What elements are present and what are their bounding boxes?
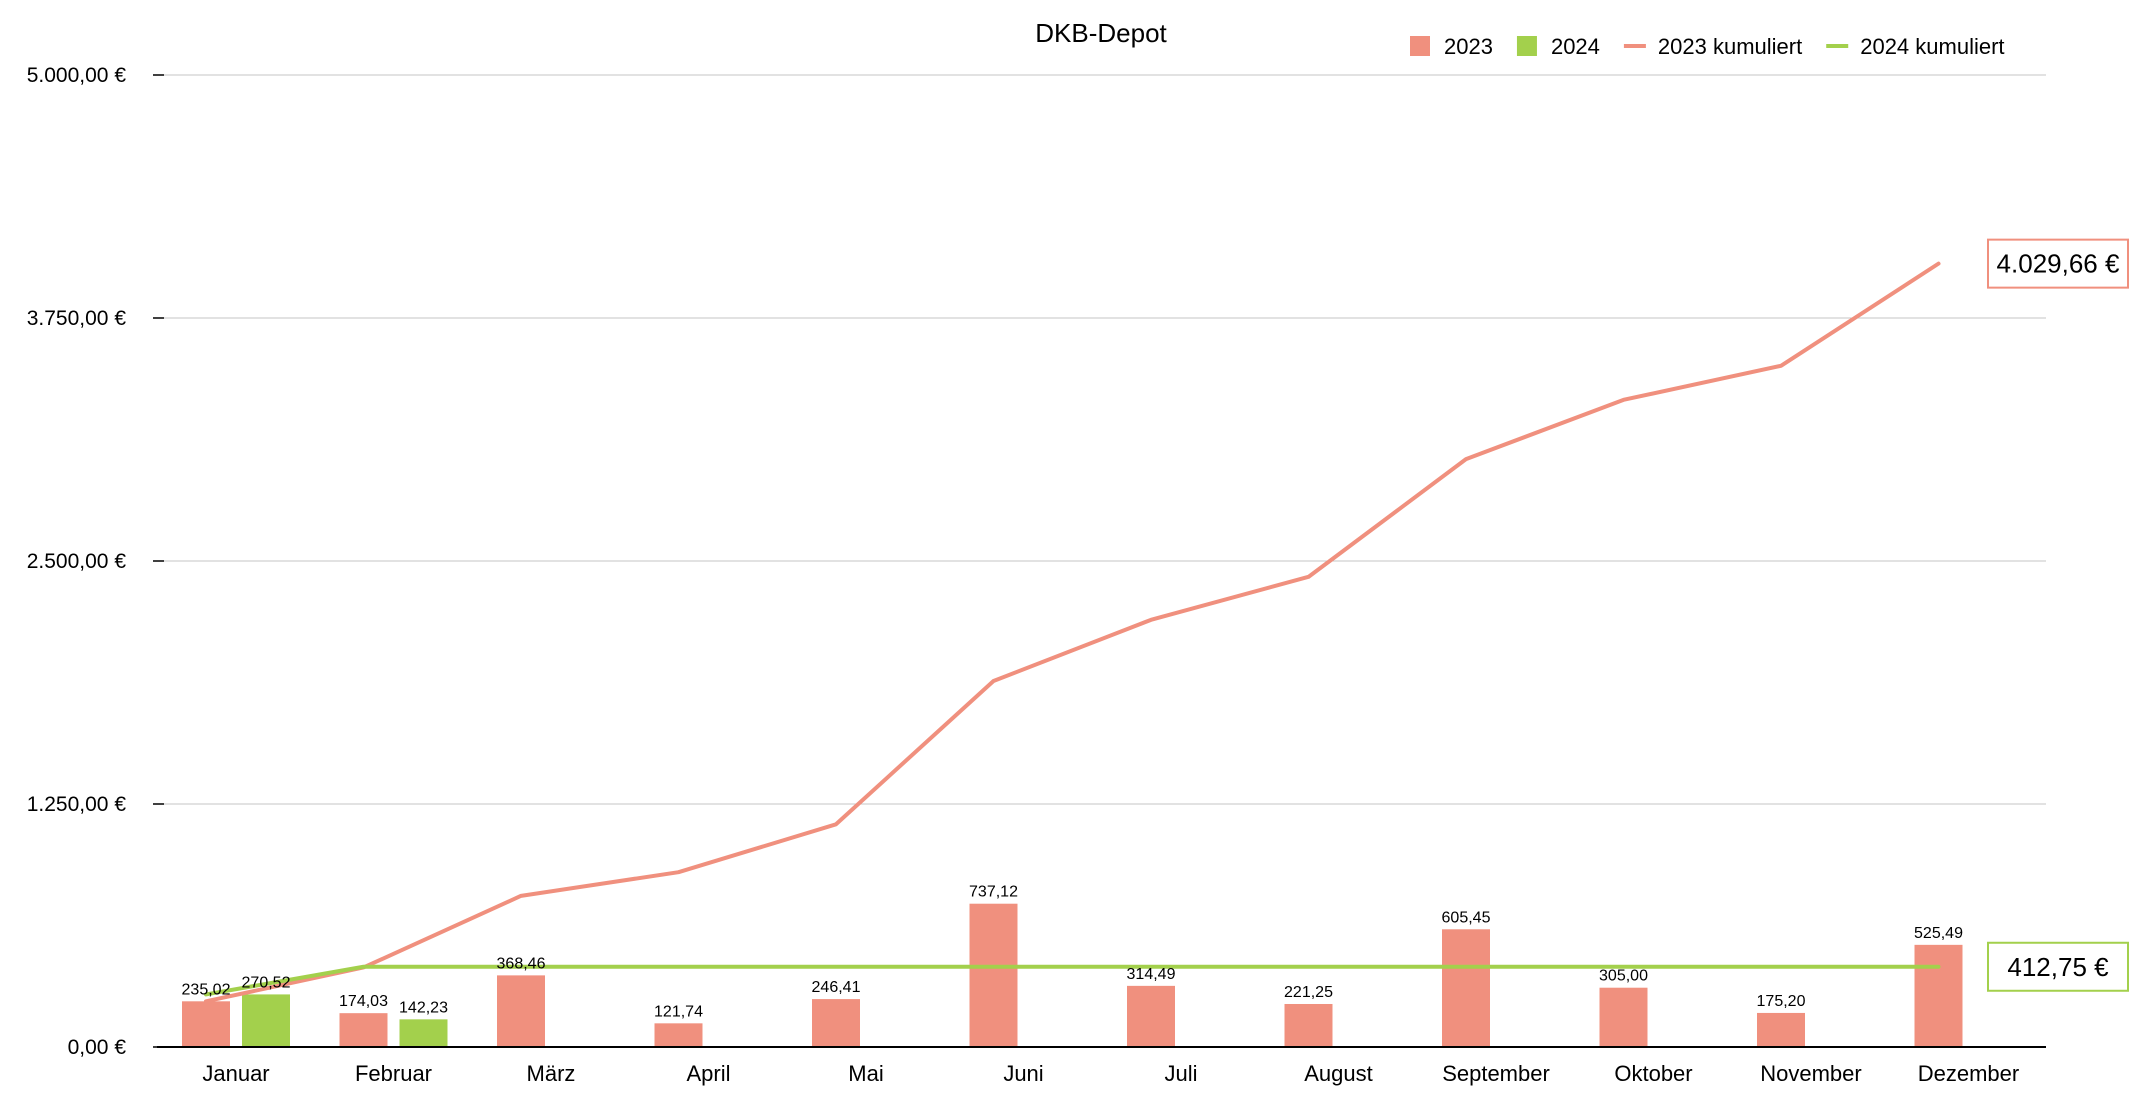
data-label: 121,74 bbox=[654, 1003, 703, 1020]
bar bbox=[1127, 985, 1175, 1047]
data-label: 737,12 bbox=[969, 884, 1018, 901]
data-label: 314,49 bbox=[1127, 966, 1176, 983]
bar bbox=[1599, 987, 1648, 1047]
legend-label: 2024 kumuliert bbox=[1860, 34, 2004, 59]
bar bbox=[1442, 929, 1490, 1047]
bar bbox=[339, 1013, 388, 1047]
chart-title: DKB-Depot bbox=[1035, 18, 1167, 48]
data-label: 270,52 bbox=[242, 974, 291, 991]
data-label: 305,00 bbox=[1599, 968, 1648, 985]
x-tick-label: Januar bbox=[202, 1061, 269, 1086]
x-tick-label: Dezember bbox=[1918, 1061, 2019, 1086]
data-label: 605,45 bbox=[1442, 909, 1491, 926]
end-label: 4.029,66 € bbox=[1997, 249, 2120, 279]
x-tick-label: Februar bbox=[355, 1061, 432, 1086]
y-tick-label: 2.500,00 € bbox=[27, 550, 127, 573]
data-label: 235,02 bbox=[182, 981, 231, 998]
legend-swatch bbox=[1516, 36, 1537, 56]
bar bbox=[497, 975, 545, 1047]
data-labels: 235,02 174,03 368,46 121,74 246,41 737,12 314,… bbox=[182, 884, 1964, 1021]
data-label: 175,20 bbox=[1757, 993, 1806, 1010]
y-tick-label: 3.750,00 € bbox=[27, 307, 127, 330]
end-labels: 4.029,66 € 412,75 € bbox=[1987, 238, 2129, 992]
end-label-box bbox=[1987, 238, 2129, 289]
lines bbox=[204, 261, 1941, 1004]
legend-label: 2023 kumuliert bbox=[1658, 34, 1802, 59]
x-tick-label: Juli bbox=[1164, 1061, 1197, 1086]
bar bbox=[969, 903, 1018, 1047]
bar bbox=[1914, 944, 1963, 1047]
legend-swatch bbox=[1410, 36, 1430, 56]
legend: 2023 2024 2023 kumuliert 2024 kumuliert bbox=[1410, 34, 2005, 59]
legend-item: 2024 bbox=[1516, 34, 1600, 59]
y-tick-label: 5.000,00 € bbox=[27, 64, 127, 87]
bar bbox=[399, 1019, 448, 1047]
bar bbox=[242, 994, 290, 1047]
legend-label: 2023 bbox=[1444, 34, 1493, 59]
data-label: 246,41 bbox=[812, 979, 861, 996]
legend-item: 2024 kumuliert bbox=[1826, 34, 2005, 59]
bar bbox=[182, 1001, 230, 1047]
x-tick-label: April bbox=[686, 1061, 730, 1086]
bars bbox=[182, 903, 1963, 1047]
gridlines bbox=[157, 74, 2046, 805]
bar bbox=[654, 1023, 703, 1047]
x-tick-label: September bbox=[1442, 1061, 1550, 1086]
x-tick-label: November bbox=[1760, 1061, 1861, 1086]
x-tick-label: Mai bbox=[848, 1061, 883, 1086]
bar bbox=[1284, 1003, 1333, 1047]
bar bbox=[1757, 1012, 1805, 1047]
x-axis: Januar Februar März April Mai Juni Juli August S… bbox=[157, 1046, 2046, 1086]
legend-label: 2024 bbox=[1551, 34, 1600, 59]
data-label: 174,03 bbox=[339, 993, 388, 1010]
series-line bbox=[204, 261, 1941, 1004]
end-label-box bbox=[1987, 941, 2129, 992]
end-label: 412,75 € bbox=[2007, 952, 2109, 982]
legend-item: 2023 kumuliert bbox=[1623, 34, 1802, 59]
legend-item: 2023 bbox=[1410, 34, 1493, 59]
data-label: 368,46 bbox=[497, 955, 546, 972]
y-tick-label: 0,00 € bbox=[68, 1036, 127, 1059]
x-tick-label: Oktober bbox=[1614, 1061, 1692, 1086]
y-axis: 0,00 € 1.250,00 € 2.500,00 € 3.750,00 € 5.00… bbox=[27, 64, 164, 1059]
data-label: 525,49 bbox=[1914, 925, 1963, 942]
series-line bbox=[204, 964, 1941, 997]
bar bbox=[812, 999, 860, 1047]
x-tick-label: Juni bbox=[1003, 1061, 1043, 1086]
x-tick-label: August bbox=[1304, 1061, 1373, 1086]
x-tick-label: März bbox=[527, 1061, 576, 1086]
data-label: 142,23 bbox=[399, 999, 448, 1016]
data-label: 221,25 bbox=[1284, 984, 1333, 1001]
y-tick-label: 1.250,00 € bbox=[27, 793, 127, 816]
